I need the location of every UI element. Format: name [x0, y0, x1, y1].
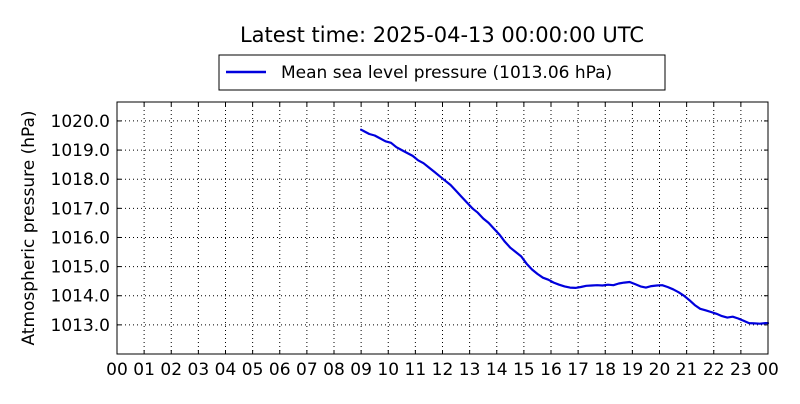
x-tick-label: 02 [160, 360, 182, 380]
x-tick-label: 14 [486, 360, 508, 380]
legend-label: Mean sea level pressure (1013.06 hPa) [281, 63, 612, 83]
x-tick-label: 03 [188, 360, 210, 380]
y-tick-label: 1020.0 [51, 112, 110, 132]
x-tick-label: 15 [513, 360, 535, 380]
x-tick-label: 00 [106, 360, 128, 380]
x-tick-label: 17 [567, 360, 589, 380]
x-tick-labels: 00 01 02 03 04 05 06 07 08 09 10 11 12 13 14 15 16 17 18 19… [106, 360, 779, 380]
chart-title: Latest time: 2025-04-13 00:00:00 UTC [240, 23, 644, 47]
x-tick-label: 20 [649, 360, 671, 380]
x-tick-label: 04 [215, 360, 237, 380]
x-tick-label: 06 [269, 360, 291, 380]
y-tick-label: 1018.0 [51, 170, 110, 190]
y-tick-labels: 1013.0 1014.0 1015.0 1016.0 1017.0 1018.0 1019… [51, 112, 110, 336]
legend-box [218, 54, 666, 91]
x-tick-label: 19 [622, 360, 644, 380]
x-tick-label: 16 [540, 360, 562, 380]
y-tick-label: 1014.0 [51, 287, 110, 307]
x-tick-label: 05 [242, 360, 264, 380]
pressure-series-line [360, 128, 770, 325]
y-tick-label: 1013.0 [51, 316, 110, 336]
grid-lines [117, 102, 768, 354]
x-tick-label: 09 [350, 360, 372, 380]
axis-ticks [116, 102, 769, 354]
y-tick-label: 1019.0 [51, 141, 110, 161]
series-layer [360, 128, 770, 325]
y-tick-label: 1016.0 [51, 228, 110, 248]
x-tick-label: 22 [703, 360, 725, 380]
y-tick-label: 1017.0 [51, 199, 110, 219]
x-tick-label: 12 [432, 360, 454, 380]
x-tick-label: 11 [405, 360, 427, 380]
x-tick-label: 21 [676, 360, 698, 380]
x-tick-label: 00 [757, 360, 779, 380]
x-tick-label: 10 [377, 360, 399, 380]
x-tick-label: 01 [133, 360, 155, 380]
x-tick-label: 23 [730, 360, 752, 380]
x-tick-label: 07 [296, 360, 318, 380]
plot-frame [116, 101, 769, 355]
x-tick-label: 13 [459, 360, 481, 380]
x-tick-label: 18 [594, 360, 616, 380]
y-axis-label: Atmospheric pressure (hPa) [19, 110, 39, 345]
x-tick-label: 08 [323, 360, 345, 380]
y-tick-label: 1015.0 [51, 258, 110, 278]
